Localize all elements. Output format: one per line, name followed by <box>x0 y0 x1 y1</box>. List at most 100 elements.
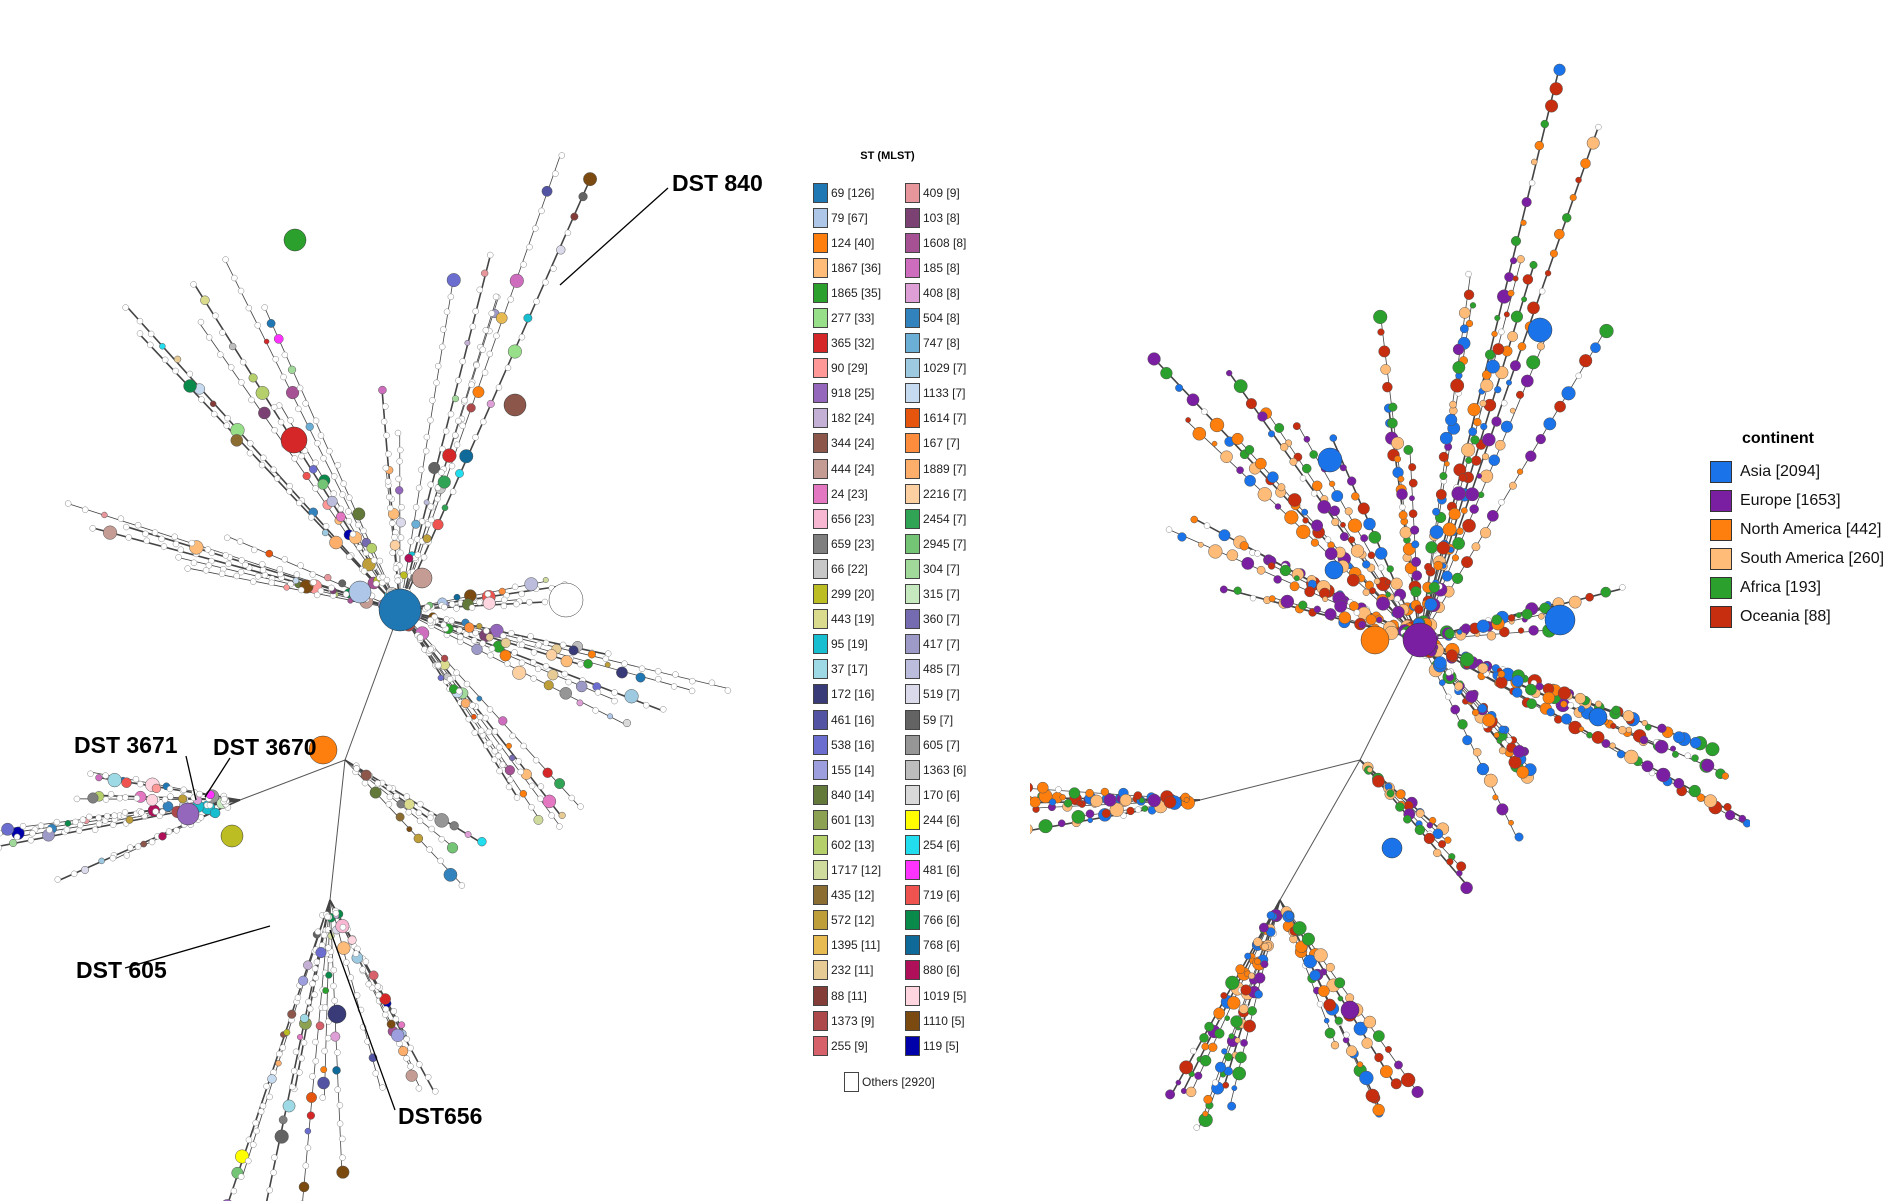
tree-node <box>304 1127 312 1135</box>
tree-node <box>85 813 93 821</box>
tree-node <box>167 793 174 800</box>
tree-node <box>338 579 347 588</box>
tree-node <box>530 675 537 682</box>
tree-node <box>126 844 134 851</box>
tree-node <box>437 475 451 489</box>
st-legend-label: 1019 [5] <box>923 988 967 1003</box>
tree-node <box>487 251 494 259</box>
st-legend-item: 255 [9] <box>813 1033 881 1058</box>
st-legend-label: 119 [5] <box>923 1038 959 1053</box>
tree-node <box>1230 1015 1243 1028</box>
tree-node <box>1516 468 1524 475</box>
tree-node <box>1456 861 1467 872</box>
st-legend-label: 766 [6] <box>923 913 960 928</box>
tree-node <box>511 583 519 591</box>
tree-node <box>616 666 628 679</box>
st-legend-label: 840 [14] <box>831 787 875 802</box>
tree-node <box>315 1021 325 1031</box>
tree-node <box>1215 1061 1227 1073</box>
tree-node <box>1331 518 1340 527</box>
continent-legend-item: North America [442] <box>1710 515 1900 544</box>
tree-node <box>1723 803 1732 812</box>
tree-node <box>1310 538 1319 547</box>
tree-node <box>334 1086 341 1093</box>
tree-node <box>1472 747 1482 757</box>
tree-node <box>1445 669 1453 676</box>
tree-node <box>1705 742 1720 757</box>
tree-node <box>405 808 413 816</box>
tree-node <box>355 521 362 529</box>
tree-node <box>313 958 321 966</box>
tree-node <box>470 637 478 644</box>
tree-node <box>395 475 402 483</box>
st-legend-swatch <box>813 609 828 630</box>
tree-node <box>1220 450 1233 464</box>
tree-node <box>1238 1004 1249 1014</box>
st-legend-item: 1373 [9] <box>813 1008 881 1033</box>
tree-node <box>123 852 131 859</box>
tree-node <box>1465 690 1478 703</box>
tree-node <box>1452 537 1465 550</box>
tree-node <box>1289 457 1298 466</box>
tree-node <box>477 727 485 735</box>
tree-node <box>1411 540 1420 549</box>
tree-node <box>1657 723 1667 733</box>
tree-node <box>53 818 61 826</box>
tree-node <box>465 715 472 723</box>
tree-node <box>1374 1052 1384 1063</box>
tree-node <box>102 525 118 540</box>
tree-node <box>1414 604 1424 614</box>
tree-node <box>266 1093 273 1101</box>
tree-node <box>594 689 602 696</box>
tree-node <box>273 475 281 482</box>
tree-node <box>464 339 471 346</box>
tree-node <box>81 865 89 874</box>
tree-node <box>560 655 573 668</box>
tree-node <box>1609 742 1616 749</box>
tree-node <box>302 400 309 407</box>
tree-node <box>1411 1085 1424 1098</box>
tree-node <box>1526 698 1537 710</box>
tree-node <box>218 570 226 578</box>
tree-node <box>1175 383 1184 392</box>
tree-node <box>362 549 370 557</box>
tree-node <box>290 1067 298 1075</box>
tree-node <box>429 397 436 404</box>
tree-node <box>1528 625 1539 636</box>
tree-node <box>1450 704 1461 715</box>
tree-node <box>230 434 243 447</box>
tree-node <box>227 364 235 371</box>
tree-node <box>225 560 232 568</box>
st-legend-item: 185 [8] <box>905 255 966 280</box>
tree-node <box>453 669 460 677</box>
tree-node <box>1468 427 1478 437</box>
tree-node <box>1201 408 1208 415</box>
tree-node <box>292 577 300 584</box>
tree-node <box>302 1162 310 1169</box>
tree-node <box>453 441 461 448</box>
st-legend-item: 572 [12] <box>813 908 881 933</box>
tree-node <box>385 801 393 808</box>
tree-node <box>81 506 89 513</box>
tree-node <box>460 698 471 709</box>
tree-node <box>1293 575 1300 582</box>
st-legend-swatch <box>905 809 920 830</box>
st-legend-label: 79 [67] <box>831 210 868 225</box>
tree-node <box>451 432 459 439</box>
tree-node <box>432 1088 439 1095</box>
tree-node <box>473 361 480 369</box>
tree-node <box>111 812 118 819</box>
st-legend-item: 315 [7] <box>905 582 966 607</box>
tree-node <box>326 495 338 507</box>
tree-node <box>1460 623 1471 634</box>
tree-node <box>518 659 526 667</box>
hub-node <box>1324 560 1344 580</box>
tree-node <box>529 659 537 666</box>
tree-node <box>1553 228 1565 240</box>
tree-node <box>446 842 459 854</box>
tree-node <box>246 449 254 457</box>
tree-node <box>447 410 455 418</box>
tree-node <box>504 660 511 667</box>
tree-node <box>655 675 662 683</box>
tree-node <box>471 643 483 655</box>
